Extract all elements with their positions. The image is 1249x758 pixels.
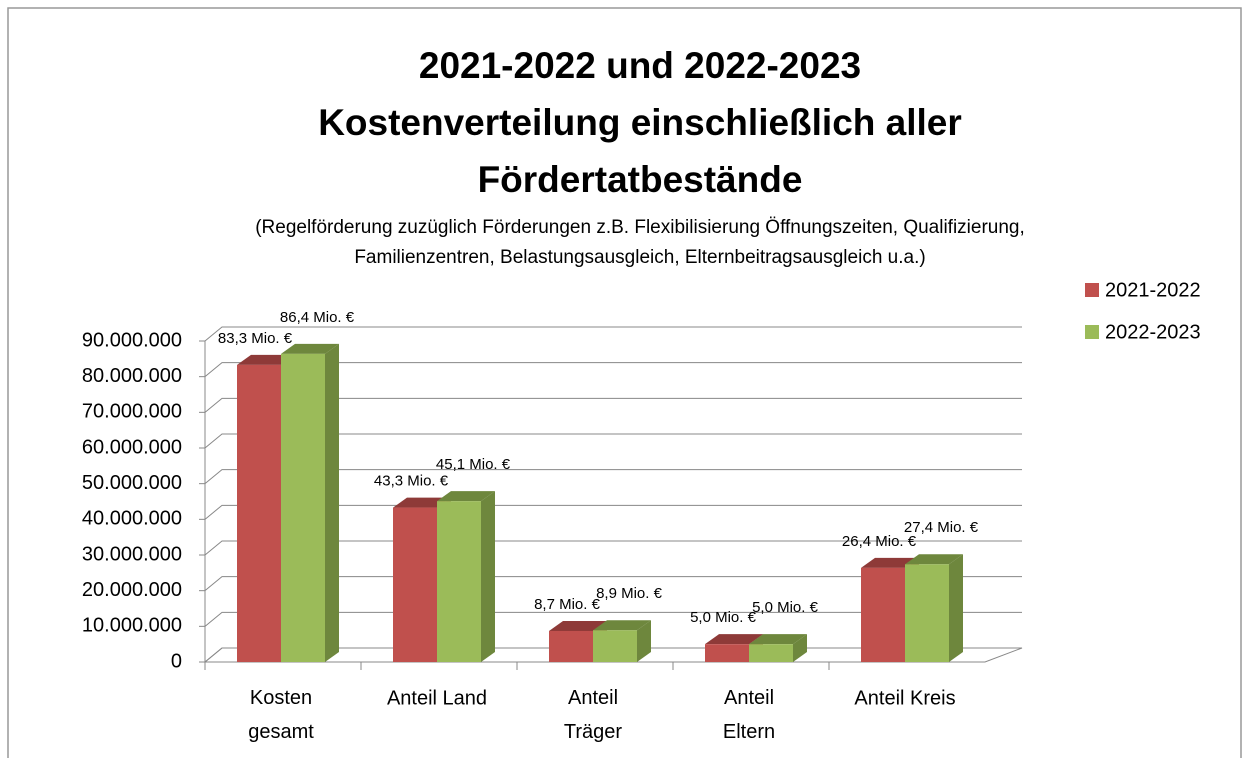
y-tick-label: 0 [171, 650, 182, 672]
grid-line [204, 397, 1022, 413]
y-tick-label: 30.000.000 [82, 543, 182, 565]
bar-top [593, 620, 651, 631]
bar-top [237, 354, 295, 365]
bar [237, 364, 281, 662]
x-tick-label: Anteil Eltern [723, 687, 775, 743]
value-label: 5,0 Mio. € [690, 609, 757, 626]
x-tick-label: Anteil Kreis [854, 687, 955, 709]
bar [437, 501, 481, 662]
bar-top [393, 497, 451, 508]
chart-frame [7, 7, 1242, 758]
value-label: 8,9 Mio. € [596, 585, 663, 602]
x-tick-label: Anteil Träger [564, 687, 623, 743]
bar-side [949, 554, 963, 662]
bar [905, 564, 949, 662]
bar [705, 644, 749, 662]
grid-line [204, 469, 1022, 485]
y-tick-label: 60.000.000 [82, 436, 182, 458]
value-label: 86,4 Mio. € [280, 309, 355, 326]
bar-top [749, 634, 807, 645]
grid-line [204, 540, 1022, 556]
chart-title: 2021-2022 und 2022-2023 [419, 45, 861, 86]
y-tick-label: 20.000.000 [82, 579, 182, 601]
grid-line [204, 433, 1022, 449]
value-label: 8,7 Mio. € [534, 596, 601, 613]
y-tick-label: 40.000.000 [82, 508, 182, 530]
chart-title: Fördertatbestände [478, 159, 803, 200]
value-label: 45,1 Mio. € [436, 456, 511, 473]
bar-top [861, 557, 919, 568]
legend-label: 2022-2023 [1105, 321, 1201, 343]
x-tick-label: Kosten gesamt [248, 687, 314, 743]
value-label: 83,3 Mio. € [218, 330, 293, 347]
chart-subtitle: Familienzentren, Belastungsausgleich, El… [354, 247, 925, 268]
grid-line [204, 326, 1022, 342]
chart-title: Kostenverteilung einschließlich aller [318, 102, 962, 143]
bar [393, 507, 437, 662]
legend-swatch [1085, 283, 1099, 297]
value-label: 26,4 Mio. € [842, 533, 917, 550]
value-label: 5,0 Mio. € [752, 599, 819, 616]
grid-line [204, 504, 1022, 520]
chart-subtitle: (Regelförderung zuzüglich Förderungen z.… [255, 217, 1025, 238]
grid-line [204, 611, 1022, 627]
bar-side [325, 343, 339, 662]
bar-top [705, 634, 763, 645]
bar-side [481, 491, 495, 662]
bar [281, 353, 325, 662]
bar [593, 630, 637, 662]
bar-top [905, 554, 963, 565]
value-label: 43,3 Mio. € [374, 473, 449, 490]
legend-label: 2021-2022 [1105, 279, 1201, 301]
value-label: 27,4 Mio. € [904, 519, 979, 536]
bar [549, 630, 593, 662]
y-tick-label: 80.000.000 [82, 365, 182, 387]
bar-top [281, 343, 339, 354]
grid-line [204, 576, 1022, 592]
bar [749, 644, 793, 662]
legend-swatch [1085, 325, 1099, 339]
y-tick-label: 90.000.000 [82, 329, 182, 351]
y-tick-label: 10.000.000 [82, 615, 182, 637]
bar-top [437, 491, 495, 502]
bar [861, 567, 905, 662]
bar-top [549, 620, 607, 631]
y-tick-label: 50.000.000 [82, 472, 182, 494]
grid-line [204, 362, 1022, 378]
x-tick-label: Anteil Land [387, 687, 487, 709]
bar-side [793, 634, 807, 662]
y-tick-label: 70.000.000 [82, 401, 182, 423]
bar-side [637, 620, 651, 662]
